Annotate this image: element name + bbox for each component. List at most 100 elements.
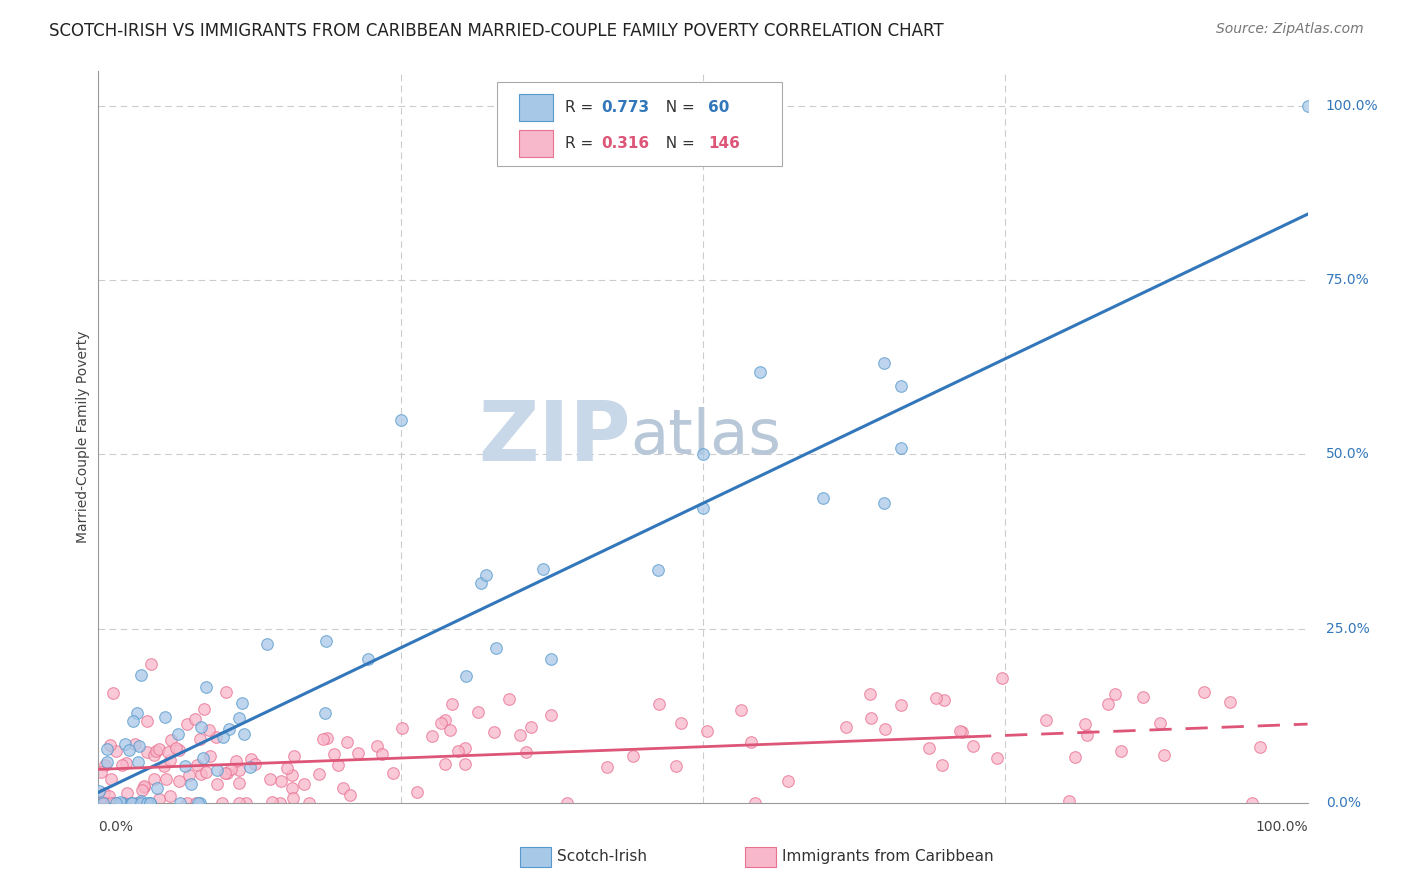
Point <box>110 795 132 809</box>
Point <box>484 724 506 739</box>
Point <box>153 710 176 724</box>
Point <box>859 687 882 701</box>
Text: 146: 146 <box>707 136 740 151</box>
Point <box>669 716 692 731</box>
Point <box>132 780 155 794</box>
Point <box>740 734 762 748</box>
Point <box>165 740 187 755</box>
Point <box>420 729 443 743</box>
Point <box>433 713 456 727</box>
Point <box>454 669 477 683</box>
Point <box>339 789 361 803</box>
Point <box>434 756 457 771</box>
Point <box>269 796 291 810</box>
Point <box>336 735 359 749</box>
Point <box>259 772 281 787</box>
Point <box>986 751 1008 765</box>
Point <box>125 796 148 810</box>
Point <box>138 796 160 810</box>
Point <box>215 766 238 780</box>
Point <box>166 727 188 741</box>
Point <box>228 711 250 725</box>
Point <box>228 796 250 810</box>
Point <box>692 448 714 462</box>
Point <box>1296 99 1319 113</box>
Point <box>96 755 118 769</box>
Point <box>115 756 138 770</box>
Point <box>1076 728 1098 742</box>
Point <box>225 754 247 768</box>
Point <box>129 667 152 681</box>
Point <box>98 738 121 752</box>
Point <box>235 796 257 810</box>
Point <box>228 763 250 777</box>
Point <box>204 730 226 744</box>
Point <box>187 796 209 810</box>
Point <box>245 757 267 772</box>
Point <box>1104 687 1126 701</box>
Point <box>315 706 337 721</box>
Point <box>128 739 150 753</box>
Point <box>205 763 228 777</box>
Text: R =: R = <box>565 100 599 115</box>
Text: Source: ZipAtlas.com: Source: ZipAtlas.com <box>1216 22 1364 37</box>
Point <box>174 759 197 773</box>
Point <box>190 720 212 734</box>
Text: 0.316: 0.316 <box>602 136 650 151</box>
Point <box>143 772 166 786</box>
Point <box>1064 749 1087 764</box>
FancyBboxPatch shape <box>498 82 782 167</box>
Text: N =: N = <box>655 136 699 151</box>
Point <box>125 706 148 721</box>
Point <box>950 725 973 739</box>
Point <box>148 792 170 806</box>
Point <box>485 640 508 655</box>
Point <box>447 744 470 758</box>
Point <box>180 777 202 791</box>
Point <box>389 412 412 426</box>
Point <box>121 796 143 810</box>
Text: 75.0%: 75.0% <box>1326 273 1369 287</box>
Point <box>111 757 134 772</box>
Point <box>114 737 136 751</box>
Point <box>696 724 718 739</box>
Point <box>270 774 292 789</box>
Point <box>281 780 304 795</box>
Text: 25.0%: 25.0% <box>1326 622 1369 636</box>
Point <box>440 697 463 711</box>
Point <box>647 563 669 577</box>
Point <box>811 491 834 505</box>
Point <box>873 496 896 510</box>
Point <box>292 777 315 791</box>
Point <box>281 790 304 805</box>
Point <box>873 722 896 736</box>
Point <box>454 740 477 755</box>
Point <box>91 796 114 810</box>
Point <box>515 745 537 759</box>
Point <box>231 696 253 710</box>
Point <box>169 743 191 757</box>
Point <box>159 733 181 747</box>
Point <box>281 768 304 782</box>
Point <box>276 761 298 775</box>
Point <box>371 747 394 761</box>
Point <box>193 702 215 716</box>
Point <box>1035 714 1057 728</box>
Point <box>157 745 180 759</box>
Text: 50.0%: 50.0% <box>1326 448 1369 461</box>
Point <box>93 786 115 800</box>
Point <box>176 796 198 810</box>
Point <box>406 785 429 799</box>
Point <box>890 378 912 392</box>
Point <box>186 758 208 772</box>
Point <box>186 796 208 810</box>
Point <box>749 365 772 379</box>
Point <box>931 757 953 772</box>
Point <box>744 796 766 810</box>
Point <box>188 731 211 746</box>
Point <box>139 796 162 810</box>
Point <box>148 741 170 756</box>
Point <box>111 796 134 810</box>
Point <box>169 774 191 789</box>
Text: 0.0%: 0.0% <box>98 821 134 834</box>
